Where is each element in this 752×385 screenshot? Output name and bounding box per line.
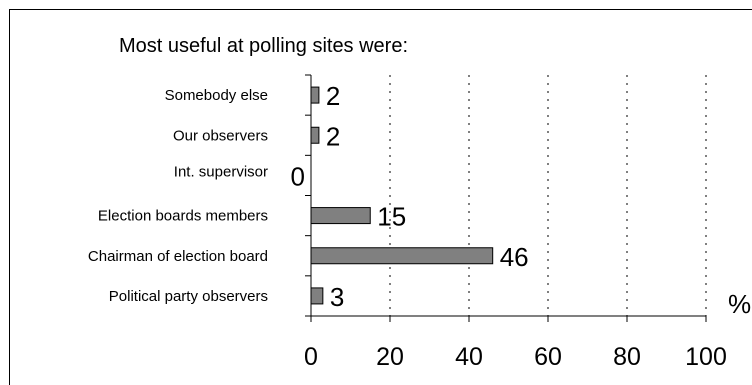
- category-label: Political party observers: [109, 288, 268, 305]
- category-label: Somebody else: [165, 87, 268, 104]
- x-tick-labels: 0 20 40 60 80 100: [304, 343, 727, 371]
- value-label: 15: [377, 202, 406, 232]
- x-tick-label: 60: [534, 343, 562, 371]
- category-label: Chairman of election board: [88, 248, 268, 265]
- category-labels: Somebody else Our observers Int. superviso…: [88, 87, 268, 305]
- chart-title: Most useful at polling sites were:: [119, 35, 408, 57]
- axes: [305, 74, 707, 322]
- bar: [310, 86, 320, 104]
- bars: [310, 86, 494, 305]
- bar: [310, 126, 320, 144]
- category-label: Int. supervisor: [174, 163, 268, 180]
- category-label: Our observers: [173, 127, 268, 144]
- x-tick-label: 80: [613, 343, 641, 371]
- value-label: 2: [326, 121, 340, 151]
- x-tick-label: 40: [455, 343, 483, 371]
- x-tick-label: 0: [304, 343, 318, 371]
- grid-lines: [389, 75, 707, 316]
- bar: [310, 207, 371, 225]
- value-label: 2: [326, 81, 340, 111]
- x-tick-label: 20: [376, 343, 404, 371]
- category-label: Election boards members: [98, 208, 268, 225]
- value-label: 3: [330, 282, 344, 312]
- value-label: 0: [291, 161, 305, 191]
- x-tick-label: 100: [685, 343, 727, 371]
- x-axis-unit: %: [728, 289, 751, 319]
- bar: [310, 287, 324, 305]
- chart-frame: [9, 9, 752, 385]
- bar: [310, 247, 494, 265]
- value-label: 46: [500, 242, 529, 272]
